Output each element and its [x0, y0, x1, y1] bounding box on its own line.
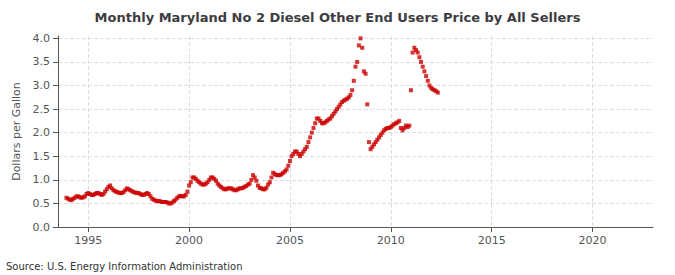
svg-text:2005: 2005 — [276, 234, 304, 247]
svg-text:2015: 2015 — [478, 234, 506, 247]
svg-text:2.0: 2.0 — [33, 126, 51, 139]
svg-text:3.5: 3.5 — [33, 55, 51, 68]
svg-text:0.5: 0.5 — [33, 197, 51, 210]
svg-text:1.0: 1.0 — [33, 173, 51, 186]
svg-text:2020: 2020 — [578, 234, 606, 247]
svg-text:Monthly Maryland No 2 Diesel O: Monthly Maryland No 2 Diesel Other End U… — [95, 10, 581, 25]
svg-text:0.0: 0.0 — [33, 221, 51, 234]
svg-text:Source: U.S. Energy Informatio: Source: U.S. Energy Information Administ… — [6, 261, 243, 272]
svg-text:2010: 2010 — [377, 234, 405, 247]
svg-text:2000: 2000 — [175, 234, 203, 247]
svg-text:2.5: 2.5 — [33, 103, 51, 116]
svg-text:4.0: 4.0 — [33, 32, 51, 45]
svg-text:Dollars per Gallon: Dollars per Gallon — [10, 82, 23, 181]
svg-text:3.0: 3.0 — [33, 79, 51, 92]
svg-text:1995: 1995 — [74, 234, 102, 247]
svg-text:1.5: 1.5 — [33, 150, 51, 163]
